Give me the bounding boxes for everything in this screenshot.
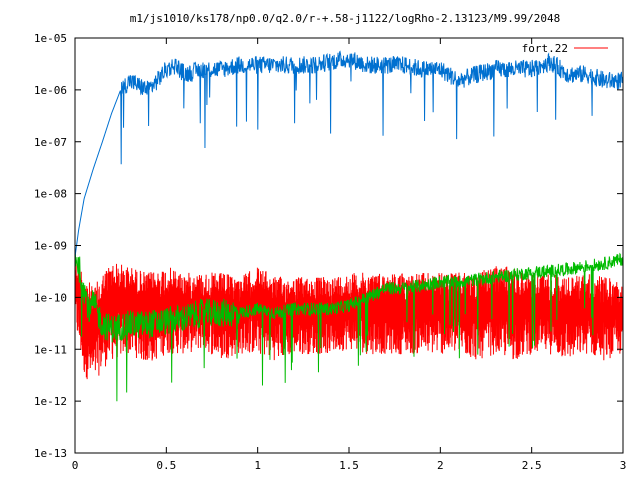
x-tick-label: 1 xyxy=(254,459,261,472)
x-tick-label: 1.5 xyxy=(339,459,359,472)
series-layer xyxy=(74,50,624,402)
x-tick-label: 2 xyxy=(437,459,444,472)
axes-layer: 1e-13 1e-12 1e-11 1e-10 1e-09 1e-08 1e-07 1e-06… xyxy=(34,32,626,472)
plot-frame xyxy=(74,37,624,454)
y-tick-label: 1e-09 xyxy=(34,240,67,253)
y-tick-label: 1e-07 xyxy=(34,136,67,149)
x-tick-label: 2.5 xyxy=(522,459,542,472)
y-tick-label: 1e-06 xyxy=(34,84,67,97)
x-tick-label: 0.5 xyxy=(156,459,176,472)
y-tick-label: 1e-12 xyxy=(34,395,67,408)
x-tick-label: 0 xyxy=(72,459,79,472)
y-tick-label: 1e-05 xyxy=(34,32,67,45)
series-line-1 xyxy=(74,50,624,258)
y-tick-label: 1e-10 xyxy=(34,291,67,304)
series-line-2 xyxy=(74,249,624,402)
y-tick-label: 1e-11 xyxy=(34,343,67,356)
series-line-0 xyxy=(74,260,624,380)
y-tick-label: 1e-08 xyxy=(34,188,67,201)
legend-label: fort.22 xyxy=(522,42,568,55)
chart-title: m1/js1010/ks178/np0.0/q2.0/r-+.58-j1122/… xyxy=(130,12,560,25)
y-tick-label: 1e-13 xyxy=(34,447,67,460)
legend: fort.22 xyxy=(522,42,608,55)
x-tick-label: 3 xyxy=(620,459,627,472)
